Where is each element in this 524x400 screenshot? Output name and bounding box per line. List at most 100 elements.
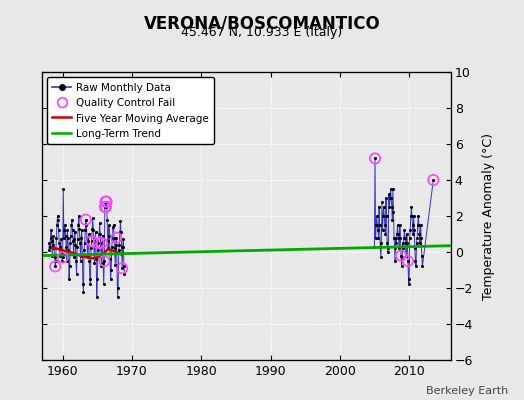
Point (85, 258, 93, 264)
Point (377, 254, 385, 261)
Point (56, 252, 64, 259)
Point (61, 222, 69, 228)
Point (397, 263, 406, 270)
Point (115, 242, 124, 248)
Point (374, 234, 383, 241)
Point (65, 276, 73, 282)
Point (94, 240, 103, 246)
Point (399, 245, 408, 252)
Point (390, 234, 398, 241)
Point (58, 258, 67, 264)
Point (385, 191, 393, 198)
Text: Berkeley Earth: Berkeley Earth (426, 386, 508, 396)
Point (88, 238, 96, 244)
Point (429, 177, 438, 183)
Point (119, 236, 127, 242)
Point (57, 250, 66, 257)
Point (80, 247, 88, 254)
Point (75, 225, 84, 232)
Point (384, 249, 392, 255)
Legend: Raw Monthly Data, Quality Control Fail, Five Year Moving Average, Long-Term Tren: Raw Monthly Data, Quality Control Fail, … (47, 77, 214, 144)
Point (118, 265, 126, 271)
Point (405, 281, 413, 288)
Point (98, 240, 106, 246)
Point (107, 267, 115, 273)
Point (106, 256, 114, 262)
Point (385, 204, 394, 210)
Point (64, 247, 73, 254)
Point (64, 234, 72, 241)
Point (107, 243, 116, 250)
Point (99, 260, 107, 266)
Point (376, 243, 385, 250)
Point (416, 240, 424, 246)
Point (371, 155, 379, 162)
Point (90, 242, 98, 248)
Point (74, 222, 82, 228)
Point (89, 214, 97, 221)
Point (101, 198, 110, 205)
Point (78, 252, 86, 259)
Point (392, 240, 400, 246)
Point (410, 227, 419, 234)
Point (82, 216, 90, 223)
Point (118, 243, 127, 250)
Point (98, 240, 106, 246)
Point (403, 258, 412, 264)
Point (383, 240, 391, 246)
Point (399, 240, 407, 246)
Point (414, 213, 422, 219)
Point (117, 229, 125, 235)
Point (71, 229, 79, 235)
Point (94, 240, 103, 246)
Point (46, 243, 54, 250)
Point (82, 222, 91, 228)
Point (48, 252, 57, 259)
Point (114, 285, 122, 291)
Point (396, 222, 404, 228)
Point (395, 245, 403, 252)
Point (51, 258, 60, 264)
Point (400, 227, 409, 234)
Point (113, 294, 122, 300)
Point (121, 270, 129, 277)
Point (78, 227, 86, 234)
Point (88, 238, 96, 244)
Point (389, 186, 397, 192)
Point (403, 240, 411, 246)
Point (101, 204, 109, 210)
Point (384, 245, 392, 252)
Point (116, 218, 125, 225)
Point (79, 288, 88, 295)
Point (409, 213, 418, 219)
Point (47, 227, 56, 234)
Point (406, 234, 414, 241)
Point (381, 231, 390, 237)
Point (417, 222, 425, 228)
Point (53, 213, 62, 219)
Point (372, 234, 380, 241)
Point (102, 204, 110, 210)
Point (96, 243, 105, 250)
Point (391, 258, 399, 264)
Point (50, 245, 58, 252)
Point (68, 216, 76, 223)
Point (407, 213, 415, 219)
Point (397, 252, 405, 259)
Point (95, 220, 104, 226)
Point (75, 213, 83, 219)
Point (411, 258, 420, 264)
Point (118, 265, 126, 271)
Point (76, 240, 84, 246)
Point (106, 276, 115, 282)
Point (429, 177, 438, 183)
Point (397, 252, 405, 259)
Text: VERONA/BOSCOMANTICO: VERONA/BOSCOMANTICO (144, 14, 380, 32)
Point (112, 234, 121, 241)
Point (55, 240, 63, 246)
Point (93, 294, 101, 300)
Point (69, 238, 77, 244)
Point (380, 213, 388, 219)
Point (45, 247, 53, 254)
Point (373, 222, 381, 228)
